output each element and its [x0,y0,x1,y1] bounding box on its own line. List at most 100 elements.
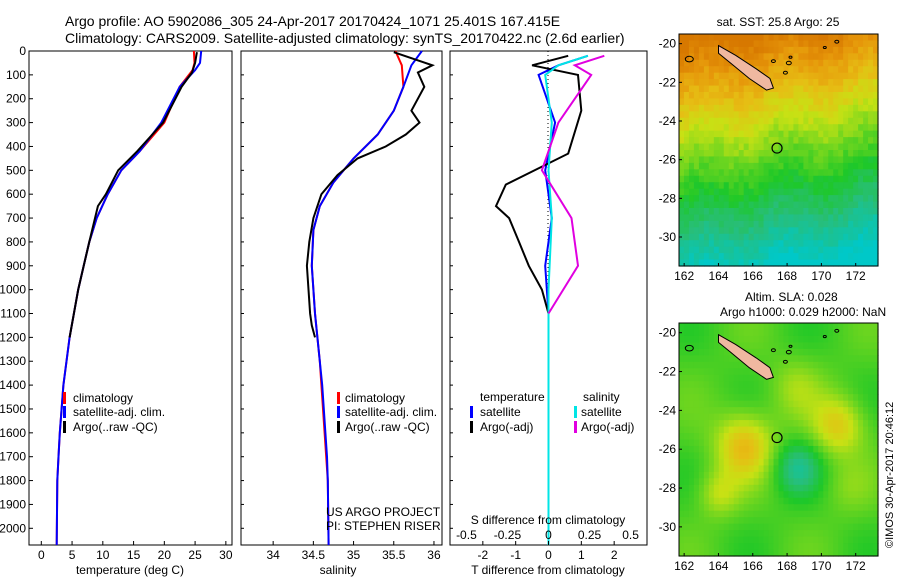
heatmap-cell [818,517,824,525]
t-difference-ticks: -2 -1 0 1 2 [477,541,618,562]
heatmap-cell [768,240,775,248]
heatmap-cell [703,394,710,402]
heatmap-cell [718,182,725,190]
heatmap-cell [778,478,785,486]
heatmap-cell [808,491,814,499]
heatmap-cell [833,478,839,486]
heatmap-cell [748,246,755,254]
heatmap-cell [828,329,834,337]
heatmap-cell [683,79,690,87]
heatmap-cell [813,208,819,216]
heatmap-cell [738,536,745,544]
heatmap-cell [798,536,804,544]
heatmap-cell [828,420,834,428]
heatmap-cell [778,59,785,67]
s-difference-label: S difference from climatology [471,513,626,527]
heatmap-cell [713,413,720,421]
legend-swatch-t-satellite [470,406,473,418]
heatmap-cell [693,46,700,54]
heatmap-cell [773,34,780,42]
heatmap-cell [873,92,879,100]
heatmap-cell [763,497,770,505]
heatmap-cell [758,66,765,74]
heatmap-cell [783,246,790,254]
heatmap-cell [773,510,780,518]
heatmap-cell [698,549,705,557]
heatmap-cell [873,72,879,80]
heatmap-cell [773,478,780,486]
heatmap-cell [688,329,695,337]
heatmap-cell [688,195,695,203]
heatmap-cell [843,413,849,421]
heatmap-cell [683,452,690,460]
heatmap-cell [693,394,700,402]
heatmap-cell [808,355,814,363]
heatmap-cell [833,329,839,337]
heatmap-cell [698,227,705,235]
heatmap-cell [803,523,809,531]
heatmap-cell [738,253,745,261]
heatmap-cell [803,342,809,350]
heatmap-cell [873,253,879,261]
heatmap-cell [778,40,785,48]
heatmap-cell [679,59,685,67]
heatmap-cell [718,342,725,350]
heatmap-cell [708,504,715,512]
heatmap-cell [778,182,785,190]
heatmap-cell [818,227,824,235]
heatmap-cell [733,439,740,447]
longitude-tick-label: 168 [777,269,797,283]
heatmap-cell [693,98,700,106]
heatmap-cell [853,182,859,190]
heatmap-cell [823,445,829,454]
heatmap-cell [868,227,874,235]
heatmap-cell [823,323,829,331]
heatmap-cell [808,104,814,112]
heatmap-cell [703,361,710,369]
heatmap-cell [873,342,879,350]
heatmap-cell [843,543,849,551]
heatmap-cell [753,227,760,235]
heatmap-cell [748,407,755,415]
heatmap-cell [698,517,705,525]
heatmap-cell [813,53,819,61]
heatmap-cell [808,381,814,389]
heatmap-cell [723,104,730,112]
heatmap-cell [838,40,844,48]
heatmap-cell [823,259,829,267]
heatmap-cell [753,240,760,248]
heatmap-cell [728,162,735,170]
heatmap-cell [833,143,839,151]
heatmap-cell [763,329,770,337]
heatmap-cell [823,201,829,209]
heatmap-cell [858,240,864,248]
heatmap-cell [813,246,819,254]
heatmap-cell [853,111,859,119]
heatmap-cell [813,374,819,382]
heatmap-cell [788,46,795,54]
heatmap-cell [858,335,864,344]
heatmap-cell [693,491,700,499]
heatmap-cell [848,253,854,261]
heatmap-cell [808,137,814,145]
heatmap-cell [813,394,819,402]
heatmap-cell [758,98,765,106]
heatmap-cell [718,85,725,93]
heatmap-cell [833,381,839,389]
heatmap-cell [783,201,790,209]
heatmap-cell [713,433,720,441]
heatmap-cell [679,214,685,222]
heatmap-cell [763,445,770,454]
heatmap-cell [773,175,780,183]
heatmap-cell [768,439,775,447]
legend-label-satellite: satellite-adj. clim. [345,405,437,419]
heatmap-cell [738,208,745,216]
s-difference-tick-label: 0.25 [578,528,602,542]
depth-tick-label: 1200 [0,330,26,344]
heatmap-cell [803,348,809,356]
heatmap-cell [723,59,730,67]
heatmap-cell [858,413,864,421]
salinity-series-climatology [310,50,405,546]
heatmap-cell [823,169,829,177]
heatmap-cell [723,79,730,87]
